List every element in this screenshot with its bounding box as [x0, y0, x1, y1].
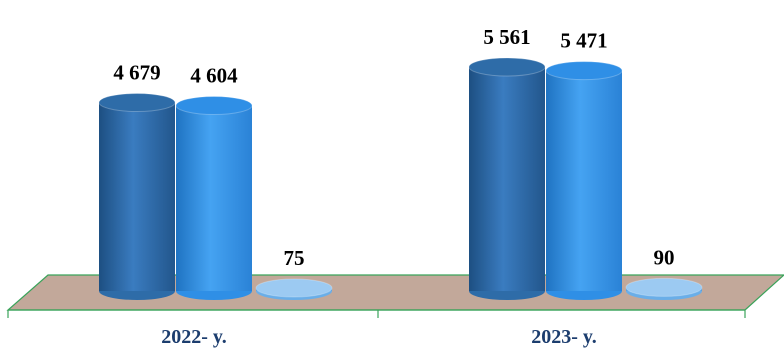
data-label: 4 604 — [190, 64, 238, 88]
bar — [545, 61, 623, 300]
bar-body — [99, 102, 175, 291]
bar-top — [255, 278, 333, 298]
bar — [255, 278, 333, 300]
bar-top — [625, 277, 703, 297]
bar-top — [175, 96, 253, 116]
bar — [175, 96, 253, 300]
bar-body — [546, 70, 622, 291]
bar — [98, 93, 176, 300]
data-label: 4 679 — [113, 61, 160, 85]
bar-top — [98, 93, 176, 113]
bar — [625, 277, 703, 300]
bar — [468, 57, 546, 300]
data-label: 75 — [284, 246, 305, 270]
bars-group — [98, 57, 703, 300]
data-label: 5 471 — [560, 29, 607, 53]
bar-body — [176, 105, 252, 291]
x-tick-label: 2023- y. — [531, 326, 597, 348]
data-labels-group: 4 679 4 604 75 5 561 5 471 90 — [113, 25, 674, 270]
x-tick-label: 2022- y. — [161, 326, 227, 348]
bar-top — [545, 61, 623, 81]
data-label: 90 — [654, 245, 675, 269]
bar-body — [469, 67, 545, 291]
bar-top — [468, 57, 546, 77]
data-label: 5 561 — [483, 25, 530, 49]
